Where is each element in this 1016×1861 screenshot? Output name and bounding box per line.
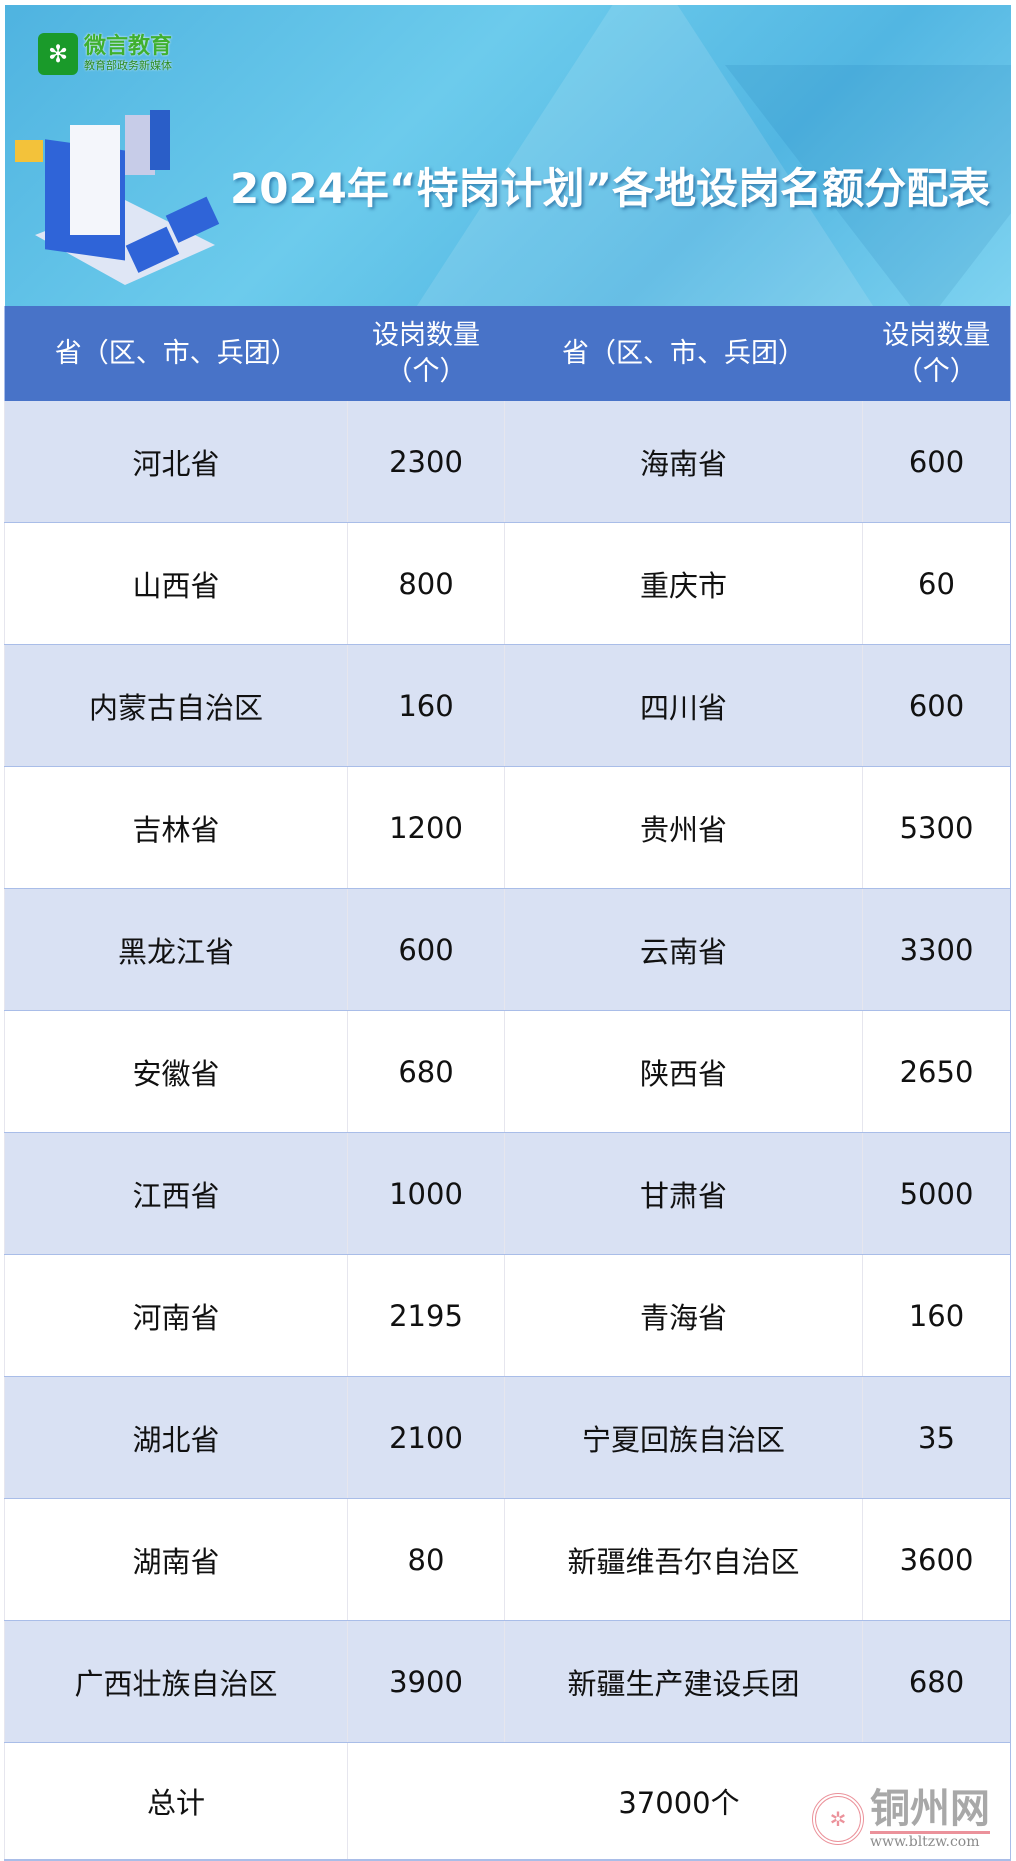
cell-count-right: 3300 [862, 888, 1011, 1011]
banner-decoration [725, 65, 1011, 306]
cell-region-left: 广西壮族自治区 [4, 1620, 348, 1743]
cell-region-right: 四川省 [504, 644, 863, 767]
banner-decoration [385, 5, 905, 306]
cell-region-right: 贵州省 [504, 766, 863, 889]
cell-region-left: 黑龙江省 [4, 888, 348, 1011]
cell-region-right: 甘肃省 [504, 1132, 863, 1255]
header-region: 省（区、市、兵团） [4, 306, 348, 401]
cell-count-left: 1200 [347, 766, 505, 889]
cell-region-left: 湖南省 [4, 1498, 348, 1621]
banner: ✻ 微言教育 教育部政务新媒体 2024年“特岗计划”各地设岗名额分配表 [5, 5, 1011, 306]
header-count-text: 设岗数量（个） [372, 319, 480, 387]
table-row: 内蒙古自治区 160 四川省 600 [4, 644, 1011, 767]
watermark-url: www.bltzw.com [870, 1831, 990, 1850]
cell-count-right: 160 [862, 1254, 1011, 1377]
total-label: 总计 [4, 1742, 348, 1861]
table-row: 河南省 2195 青海省 160 [4, 1254, 1011, 1377]
cell-count-right: 2650 [862, 1010, 1011, 1133]
cell-region-right: 海南省 [504, 401, 863, 523]
table-row: 山西省 800 重庆市 60 [4, 522, 1011, 645]
cell-region-left: 湖北省 [4, 1376, 348, 1499]
table-row: 黑龙江省 600 云南省 3300 [4, 888, 1011, 1011]
cell-count-right: 35 [862, 1376, 1011, 1499]
logo-name: 微言教育 [84, 34, 173, 59]
cell-count-right: 600 [862, 401, 1011, 523]
laptop-illustration [15, 110, 220, 285]
cell-region-right: 新疆生产建设兵团 [504, 1620, 863, 1743]
cell-count-right: 3600 [862, 1498, 1011, 1621]
table-row: 吉林省 1200 贵州省 5300 [4, 766, 1011, 889]
cell-count-left: 2100 [347, 1376, 505, 1499]
header-count: 设岗数量（个） [347, 306, 505, 401]
cell-region-right: 云南省 [504, 888, 863, 1011]
logo: ✻ 微言教育 教育部政务新媒体 [38, 33, 172, 75]
cell-region-left: 河南省 [4, 1254, 348, 1377]
table-row: 河北省 2300 海南省 600 [4, 401, 1011, 523]
cell-count-left: 2195 [347, 1254, 505, 1377]
cell-region-left: 安徽省 [4, 1010, 348, 1133]
cell-count-left: 1000 [347, 1132, 505, 1255]
header-region: 省（区、市、兵团） [504, 306, 863, 401]
cell-count-left: 600 [347, 888, 505, 1011]
cell-region-left: 吉林省 [4, 766, 348, 889]
cell-count-left: 680 [347, 1010, 505, 1133]
cell-count-right: 5000 [862, 1132, 1011, 1255]
cell-region-left: 江西省 [4, 1132, 348, 1255]
table-row: 安徽省 680 陕西省 2650 [4, 1010, 1011, 1133]
table-row: 江西省 1000 甘肃省 5000 [4, 1132, 1011, 1255]
cell-count-left: 3900 [347, 1620, 505, 1743]
seal-icon: ✲ [812, 1792, 864, 1845]
header-count: 设岗数量（个） [862, 306, 1011, 401]
cell-count-right: 5300 [862, 766, 1011, 889]
table-row: 湖北省 2100 宁夏回族自治区 35 [4, 1376, 1011, 1499]
cell-count-right: 60 [862, 522, 1011, 645]
cell-count-left: 160 [347, 644, 505, 767]
dandelion-icon: ✻ [38, 33, 78, 75]
cell-count-right: 600 [862, 644, 1011, 767]
cell-count-left: 800 [347, 522, 505, 645]
cell-region-right: 青海省 [504, 1254, 863, 1377]
logo-tagline: 教育部政务新媒体 [84, 59, 172, 72]
cell-count-left: 80 [347, 1498, 505, 1621]
cell-count-left: 2300 [347, 401, 505, 523]
cell-region-left: 河北省 [4, 401, 348, 523]
cell-region-right: 重庆市 [504, 522, 863, 645]
header-count-text: 设岗数量（个） [882, 319, 991, 387]
total-value: 37000个 [347, 1742, 1011, 1861]
table-row: 湖南省 80 新疆维吾尔自治区 3600 [4, 1498, 1011, 1621]
table-header-row: 省（区、市、兵团） 设岗数量（个） 省（区、市、兵团） 设岗数量（个） [4, 306, 1011, 401]
total-row: 总计 37000个 [4, 1742, 1011, 1861]
cell-region-left: 山西省 [4, 522, 348, 645]
table-row: 广西壮族自治区 3900 新疆生产建设兵团 680 [4, 1620, 1011, 1743]
cell-region-right: 宁夏回族自治区 [504, 1376, 863, 1499]
cell-region-right: 陕西省 [504, 1010, 863, 1133]
page-title: 2024年“特岗计划”各地设岗名额分配表 [230, 164, 991, 213]
watermark-name: 铜州网 [870, 1785, 990, 1832]
watermark: ✲ 铜州网 www.bltzw.com [812, 1787, 990, 1850]
cell-count-right: 680 [862, 1620, 1011, 1743]
quota-table: 省（区、市、兵团） 设岗数量（个） 省（区、市、兵团） 设岗数量（个） 河北省 2… [4, 306, 1011, 1861]
cell-region-right: 新疆维吾尔自治区 [504, 1498, 863, 1621]
cell-region-left: 内蒙古自治区 [4, 644, 348, 767]
